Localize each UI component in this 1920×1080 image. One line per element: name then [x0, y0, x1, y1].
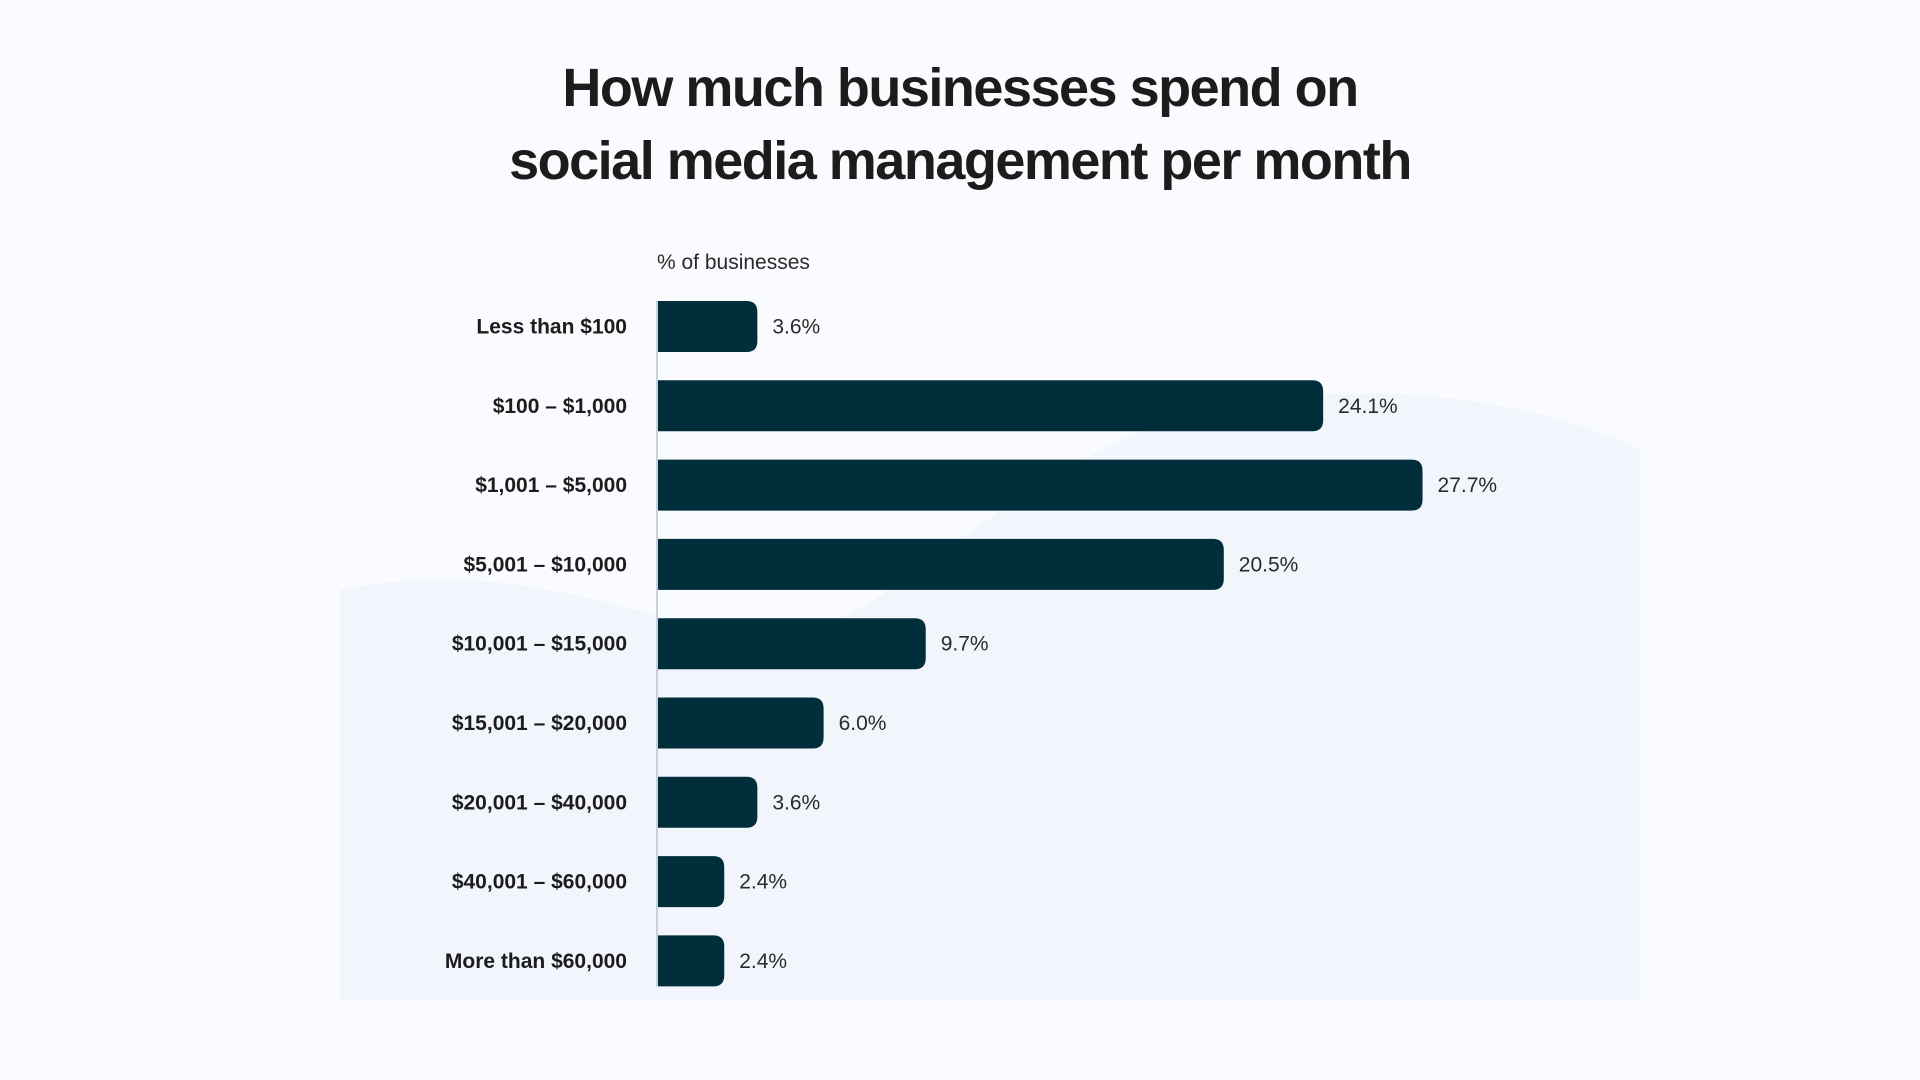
value-label: 2.4% [739, 871, 787, 894]
title-line-1: How much businesses spend on [562, 58, 1359, 118]
chart-title: How much businesses spend on social medi… [0, 52, 1920, 198]
value-label: 27.7% [1438, 474, 1498, 497]
x-axis-title: % of businesses [657, 251, 810, 274]
bar [658, 459, 1423, 511]
bar [658, 380, 1324, 432]
bar [658, 301, 758, 352]
bar [658, 856, 725, 908]
category-label: $5,001 – $10,000 [464, 553, 628, 576]
category-label: Less than $100 [476, 316, 627, 339]
category-label: $15,001 – $20,000 [452, 712, 627, 735]
category-label: More than $60,000 [445, 950, 627, 973]
bar [658, 618, 926, 670]
value-label: 20.5% [1239, 553, 1299, 576]
value-label: 2.4% [739, 950, 787, 973]
category-label: $20,001 – $40,000 [452, 791, 627, 814]
bar [658, 776, 758, 828]
category-label: $10,001 – $15,000 [452, 633, 627, 656]
bar [658, 697, 824, 749]
value-label: 6.0% [839, 712, 887, 735]
category-label: $40,001 – $60,000 [452, 871, 627, 894]
value-label: 9.7% [941, 633, 989, 656]
value-label: 24.1% [1338, 395, 1398, 418]
value-label: 3.6% [772, 791, 820, 814]
bar [658, 935, 725, 987]
bar [658, 538, 1224, 590]
title-line-2: social media management per month [509, 131, 1412, 191]
value-label: 3.6% [772, 316, 820, 339]
category-label: $1,001 – $5,000 [475, 474, 627, 497]
category-label: $100 – $1,000 [493, 395, 627, 418]
